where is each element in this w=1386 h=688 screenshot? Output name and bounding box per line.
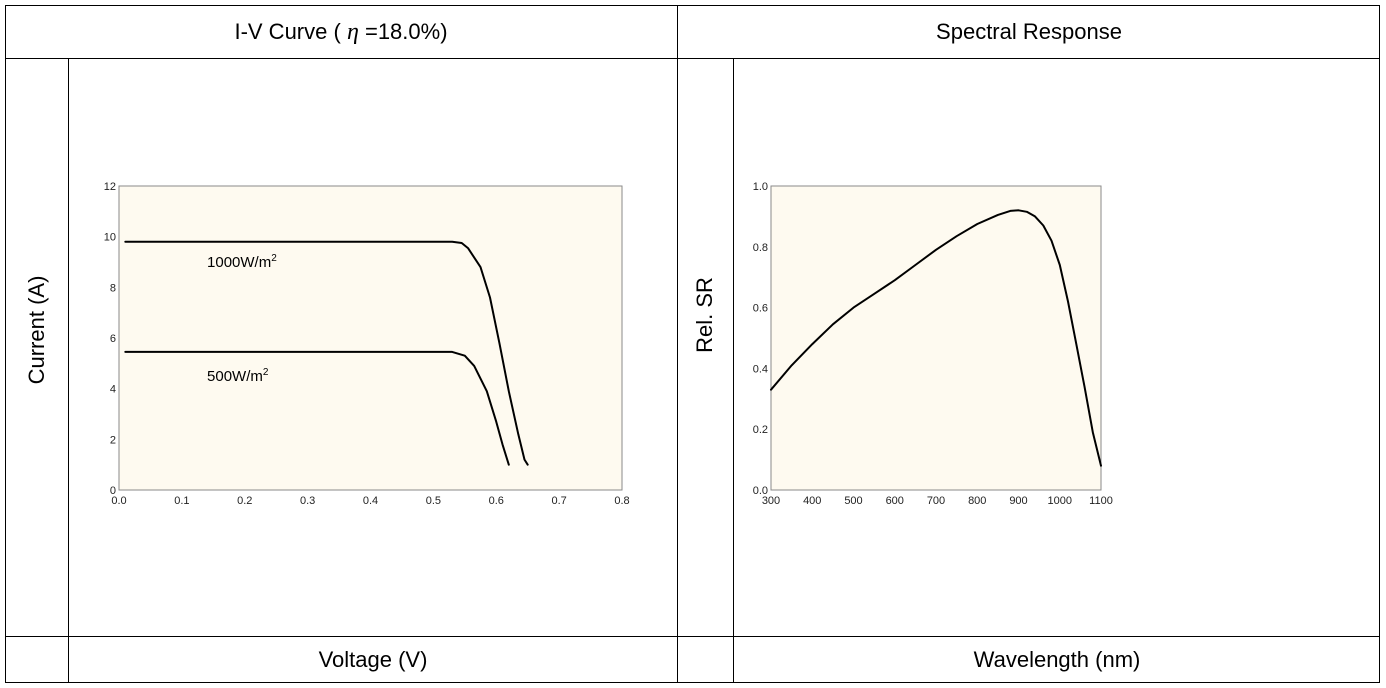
rel-sr-axis-label: Rel. SR <box>692 277 717 353</box>
iv-header-text: I-V Curve ( <box>234 19 341 44</box>
voltage-axis-label: Voltage (V) <box>318 647 428 672</box>
table-frame <box>5 5 1380 683</box>
divider-left-label-col <box>68 58 69 683</box>
eta-symbol: η <box>346 19 359 45</box>
spectral-response-header: Spectral Response <box>936 19 1122 44</box>
divider-header <box>5 58 1380 59</box>
wavelength-axis-label: Wavelength (nm) <box>973 647 1141 672</box>
iv-header-efficiency: =18.0%) <box>364 19 448 44</box>
divider-center <box>677 5 678 683</box>
iv-curve-header: I-V Curve ( η =18.0%) <box>5 6 677 58</box>
divider-footer <box>5 636 1380 637</box>
current-axis-label: Current (A) <box>24 275 49 385</box>
divider-right-label-col <box>733 58 734 683</box>
